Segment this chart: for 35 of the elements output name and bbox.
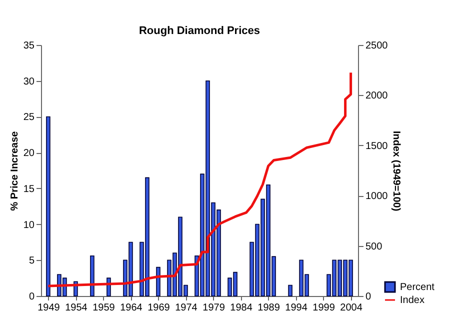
y2-tick-label: 2000	[366, 90, 388, 102]
bar	[90, 255, 94, 296]
y2-axis-title: Index (1949=100)	[390, 130, 402, 212]
bar	[288, 284, 292, 296]
legend-label: Index	[400, 295, 424, 306]
x-tick-label: 1974	[175, 302, 198, 314]
legend-label: Percent	[400, 282, 435, 293]
y-tick-label: 5	[28, 256, 35, 267]
y-tick-label: 35	[23, 40, 35, 52]
x-tick-label: 1964	[120, 302, 143, 314]
y2-tick-label: 1000	[366, 191, 388, 202]
x-tick-label: 1969	[148, 302, 170, 314]
x-tick-label: 1984	[230, 302, 253, 314]
line-series	[46, 71, 352, 288]
bar	[46, 116, 50, 296]
y-tick-label: 10	[23, 220, 35, 231]
y-tick-label: 30	[23, 76, 35, 88]
x-tick-label: 1979	[202, 302, 226, 314]
y-tick-label: 15	[23, 184, 35, 195]
x-tick-label: 1999	[312, 302, 336, 314]
x-tick-label: 1954	[65, 302, 88, 314]
y-tick-label: 20	[23, 148, 35, 160]
y-axis-title: % Price Increase	[9, 130, 20, 211]
y2-tick-label: 0	[366, 292, 372, 302]
chart-title: Rough Diamond Prices	[138, 25, 260, 37]
x-tick-label: 1989	[258, 302, 280, 314]
y2-tick-label: 500	[366, 241, 383, 252]
x-tick-label: 1994	[285, 302, 308, 314]
y-tick-label: 25	[23, 112, 35, 124]
y2-tick-label: 1500	[366, 140, 388, 152]
x-tick-label: 1959	[92, 302, 116, 314]
x-tick-label: 2004	[340, 302, 363, 314]
y2-tick-label: 2500	[366, 40, 388, 52]
y-tick-label: 0	[28, 292, 35, 302]
x-tick-label: 1949	[38, 302, 60, 314]
